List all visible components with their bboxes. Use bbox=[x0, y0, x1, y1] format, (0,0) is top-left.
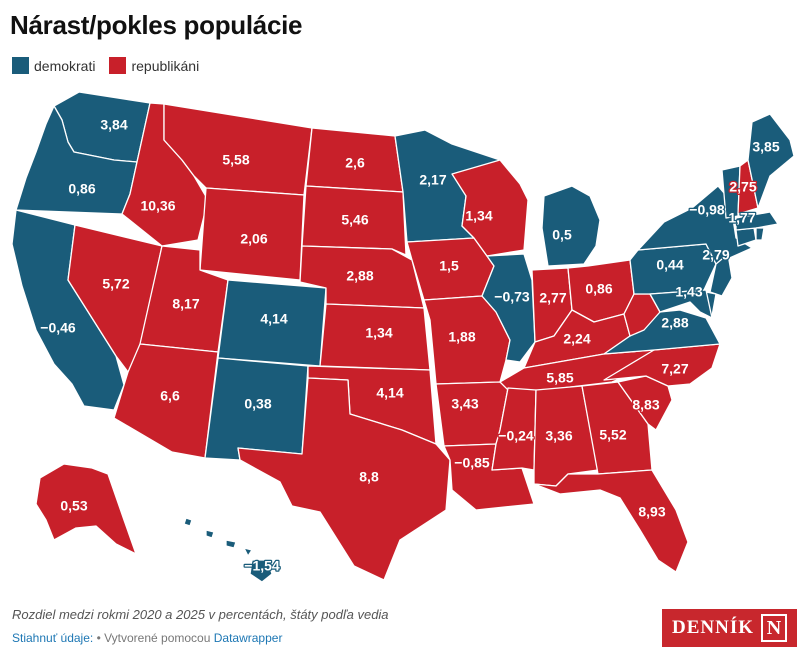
logo-mark: N bbox=[761, 614, 787, 642]
state-value-ks: 1,34 bbox=[365, 325, 392, 341]
state-value-ak: 0,53 bbox=[60, 498, 87, 514]
legend-item-democrats: demokrati bbox=[12, 57, 95, 74]
state-hi[interactable] bbox=[183, 517, 273, 583]
legend-item-republicans: republikáni bbox=[109, 57, 199, 74]
legend-label-democrats: demokrati bbox=[34, 57, 96, 74]
state-value-pa: 0,44 bbox=[656, 257, 683, 273]
state-ga[interactable] bbox=[581, 381, 653, 475]
state-value-in: 2,77 bbox=[539, 290, 566, 306]
state-value-tn: 5,85 bbox=[546, 370, 573, 386]
state-value-mo: 1,88 bbox=[448, 329, 475, 345]
state-ma[interactable] bbox=[735, 211, 779, 231]
source-separator: • Vytvorené pomocou bbox=[93, 631, 214, 645]
state-nj[interactable] bbox=[709, 253, 733, 297]
state-value-fl: 8,93 bbox=[638, 504, 665, 520]
state-ct[interactable] bbox=[735, 227, 757, 247]
state-tx[interactable] bbox=[237, 377, 451, 581]
state-wi[interactable] bbox=[451, 159, 529, 257]
state-value-ut: 8,17 bbox=[172, 296, 199, 312]
state-value-ok: 4,14 bbox=[376, 385, 403, 401]
state-value-hi: −1,54 bbox=[244, 558, 280, 574]
state-value-or: 0,86 bbox=[68, 181, 95, 197]
state-value-va: 2,88 bbox=[661, 315, 688, 331]
state-il[interactable] bbox=[481, 253, 536, 363]
state-shapes bbox=[11, 91, 795, 583]
state-md[interactable] bbox=[649, 289, 713, 319]
state-value-wa: 3,84 bbox=[100, 117, 127, 133]
state-value-ar: 3,43 bbox=[451, 396, 478, 412]
state-value-nh: 2,75 bbox=[729, 179, 756, 195]
state-ms[interactable] bbox=[491, 387, 537, 471]
datawrapper-link[interactable]: Datawrapper bbox=[213, 631, 283, 645]
chart-title: Nárast/pokles populácie bbox=[10, 10, 303, 40]
state-value-ia: 1,5 bbox=[439, 258, 459, 274]
state-value-nd: 2,6 bbox=[345, 155, 365, 171]
state-value-wi: 1,34 bbox=[465, 208, 492, 224]
state-value-id: 10,36 bbox=[140, 198, 175, 214]
state-ri[interactable] bbox=[755, 227, 765, 241]
state-value-tx: 8,8 bbox=[359, 469, 379, 485]
state-vt[interactable] bbox=[721, 165, 741, 219]
state-value-la: −0,85 bbox=[454, 455, 490, 471]
state-value-mn: 2,17 bbox=[419, 172, 446, 188]
state-ak[interactable] bbox=[35, 463, 137, 555]
state-value-oh: 0,86 bbox=[585, 281, 612, 297]
legend-label-republicans: republikáni bbox=[131, 57, 200, 74]
legend-swatch-republicans bbox=[109, 57, 127, 74]
state-value-me: 3,85 bbox=[752, 139, 779, 155]
state-value-de: 1,43 bbox=[675, 284, 702, 300]
state-value-ne: 2,88 bbox=[346, 268, 373, 284]
state-value-wy: 2,06 bbox=[240, 231, 267, 247]
state-value-ca: −0,46 bbox=[40, 320, 76, 336]
state-value-mt: 5,58 bbox=[222, 152, 249, 168]
legend: demokrati republikáni bbox=[12, 57, 213, 74]
download-data-link[interactable]: Stiahnuť údaje: bbox=[12, 631, 94, 645]
state-value-il: −0,73 bbox=[494, 289, 530, 305]
state-ar[interactable] bbox=[435, 381, 509, 447]
logo-text: DENNÍK bbox=[671, 617, 754, 638]
state-value-ct: 1,77 bbox=[728, 210, 755, 226]
state-value-al: 3,36 bbox=[545, 428, 572, 444]
state-value-nm: 0,38 bbox=[244, 396, 271, 412]
state-value-nv: 5,72 bbox=[102, 276, 129, 292]
state-value-az: 6,6 bbox=[160, 388, 180, 404]
state-value-sc: 8,83 bbox=[632, 397, 659, 413]
state-value-nj: 2,79 bbox=[702, 247, 729, 263]
state-value-co: 4,14 bbox=[260, 311, 287, 327]
state-value-sd: 5,46 bbox=[341, 212, 368, 228]
us-states-map: 3,84 0,86 −0,46 5,72 10,36 5,58 2,06 8,17 6,6 4,1… bbox=[11, 91, 795, 583]
state-value-ky: 2,24 bbox=[563, 331, 590, 347]
state-value-nc: 7,27 bbox=[661, 361, 688, 377]
chart-note: Rozdiel medzi rokmi 2020 a 2025 v percen… bbox=[12, 607, 389, 622]
state-value-ms: −0,24 bbox=[498, 428, 534, 444]
state-fl[interactable] bbox=[533, 469, 689, 573]
state-sd[interactable] bbox=[301, 185, 407, 256]
state-me[interactable] bbox=[747, 113, 795, 209]
source-line: Stiahnuť údaje: • Vytvorené pomocou Data… bbox=[12, 631, 282, 645]
state-mi[interactable] bbox=[541, 185, 601, 267]
state-value-ny: −0,98 bbox=[689, 202, 725, 218]
dennik-n-logo[interactable]: DENNÍK N bbox=[662, 609, 797, 647]
state-labels: 3,84 0,86 −0,46 5,72 10,36 5,58 2,06 8,17 6,6 4,1… bbox=[39, 115, 781, 575]
state-value-ga: 5,52 bbox=[599, 427, 626, 443]
legend-swatch-democrats bbox=[12, 57, 29, 74]
state-value-mi: 0,5 bbox=[552, 227, 572, 243]
state-ny[interactable] bbox=[637, 185, 753, 265]
